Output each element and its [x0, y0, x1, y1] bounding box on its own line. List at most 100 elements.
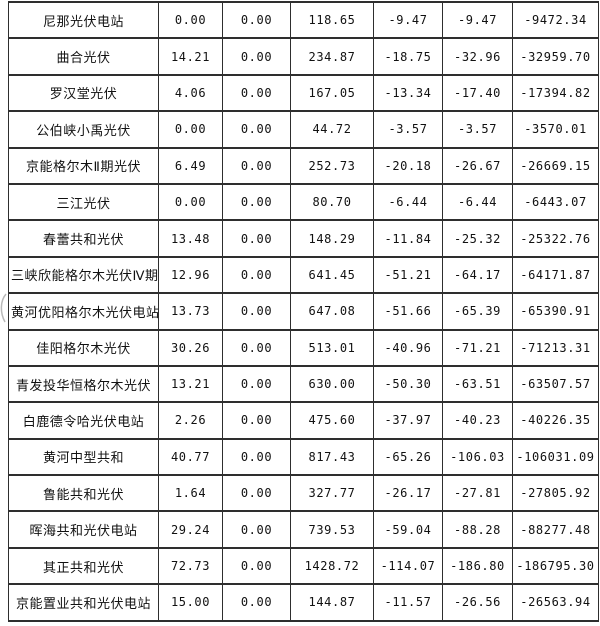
cell-value: 0.00	[222, 583, 291, 622]
cell-value: -106.03	[442, 437, 513, 477]
cell-value: 13.73	[158, 292, 223, 331]
cell-station-name: 其正共和光伏	[8, 546, 159, 586]
cell-value: -13.34	[373, 73, 443, 113]
cell-station-name: 鲁能共和光伏	[8, 474, 159, 513]
cell-value: 0.00	[222, 0, 291, 40]
cell-station-name: 三江光伏	[8, 182, 159, 222]
table-row: 京能格尔木Ⅱ期光伏 6.49 0.00 252.73 -20.18 -26.67 -2666…	[8, 146, 599, 185]
cell-value: 647.08	[290, 292, 374, 331]
table-row: 尼那光伏电站 0.00 0.00 118.65 -9.47 -9.47 -9472.34	[8, 0, 599, 40]
cell-value: -27805.92	[512, 474, 599, 513]
cell-value: -40.23	[442, 401, 513, 440]
cell-value: 44.72	[290, 110, 374, 149]
cell-value: 80.70	[290, 182, 374, 222]
cell-station-name: 黄河中型共和	[8, 437, 159, 477]
cell-value: 14.21	[158, 37, 223, 76]
cell-value: -40.96	[373, 328, 443, 367]
cell-station-name: 京能置业共和光伏电站	[8, 583, 159, 622]
cell-value: -32.96	[442, 37, 513, 76]
cell-station-name: 黄河优阳格尔木光伏电站	[8, 292, 159, 331]
cell-value: -3.57	[373, 110, 443, 149]
table-row: 曲合光伏 14.21 0.00 234.87 -18.75 -32.96 -32959.70	[8, 37, 599, 76]
cell-value: -32959.70	[512, 37, 599, 76]
cell-value: -88277.48	[512, 510, 599, 549]
table-row: 鲁能共和光伏 1.64 0.00 327.77 -26.17 -27.81 -27805.9…	[8, 474, 599, 513]
cell-value: 252.73	[290, 146, 374, 185]
cell-value: 167.05	[290, 73, 374, 113]
cell-value: -88.28	[442, 510, 513, 549]
cell-value: 0.00	[222, 328, 291, 367]
table-row: 佳阳格尔木光伏 30.26 0.00 513.01 -40.96 -71.21 -71213…	[8, 328, 599, 367]
cell-value: 6.49	[158, 146, 223, 185]
cell-value: -37.97	[373, 401, 443, 440]
cell-station-name: 公伯峡小禹光伏	[8, 110, 159, 149]
cell-value: 0.00	[222, 37, 291, 76]
table-row: 晖海共和光伏电站 29.24 0.00 739.53 -59.04 -88.28 -8827…	[8, 510, 599, 549]
cell-value: -26.67	[442, 146, 513, 185]
cell-value: -63507.57	[512, 364, 599, 404]
cell-value: -64171.87	[512, 255, 599, 295]
cell-value: -17.40	[442, 73, 513, 113]
cell-value: -71.21	[442, 328, 513, 367]
cell-value: 513.01	[290, 328, 374, 367]
cell-value: 0.00	[222, 364, 291, 404]
cell-station-name: 白鹿德令哈光伏电站	[8, 401, 159, 440]
cell-station-name: 曲合光伏	[8, 37, 159, 76]
cell-value: 29.24	[158, 510, 223, 549]
cell-station-name: 佳阳格尔木光伏	[8, 328, 159, 367]
table-body: 尼那光伏电站 0.00 0.00 118.65 -9.47 -9.47 -9472.34 曲合…	[8, 0, 599, 622]
table-row: 三江光伏 0.00 0.00 80.70 -6.44 -6.44 -6443.07	[8, 182, 599, 222]
cell-value: -71213.31	[512, 328, 599, 367]
cell-station-name: 尼那光伏电站	[8, 0, 159, 40]
cell-value: 12.96	[158, 255, 223, 295]
table-row: 京能置业共和光伏电站 15.00 0.00 144.87 -11.57 -26.56 -26…	[8, 583, 599, 622]
cell-value: 739.53	[290, 510, 374, 549]
cell-value: -25322.76	[512, 219, 599, 258]
cell-value: 0.00	[222, 73, 291, 113]
cell-station-name: 罗汉堂光伏	[8, 73, 159, 113]
cell-station-name: 京能格尔木Ⅱ期光伏	[8, 146, 159, 185]
cell-value: -26563.94	[512, 583, 599, 622]
cell-value: -9.47	[373, 0, 443, 40]
table-row: 青发投华恒格尔木光伏 13.21 0.00 630.00 -50.30 -63.51 -63…	[8, 364, 599, 404]
table-row: 黄河中型共和 40.77 0.00 817.43 -65.26 -106.03 -10603…	[8, 437, 599, 477]
table-row: 罗汉堂光伏 4.06 0.00 167.05 -13.34 -17.40 -17394.82	[8, 73, 599, 113]
cell-value: -186795.30	[512, 546, 599, 586]
cell-value: 118.65	[290, 0, 374, 40]
cell-value: 72.73	[158, 546, 223, 586]
cell-value: -26.56	[442, 583, 513, 622]
cell-value: -64.17	[442, 255, 513, 295]
cell-value: -26.17	[373, 474, 443, 513]
table-row: 春蕾共和光伏 13.48 0.00 148.29 -11.84 -25.32 -25322.…	[8, 219, 599, 258]
cell-value: -25.32	[442, 219, 513, 258]
cell-value: 234.87	[290, 37, 374, 76]
cell-value: 641.45	[290, 255, 374, 295]
cell-station-name: 三峡欣能格尔木光伏Ⅳ期	[8, 255, 159, 295]
cell-value: 15.00	[158, 583, 223, 622]
cell-value: -6443.07	[512, 182, 599, 222]
table-row: 三峡欣能格尔木光伏Ⅳ期 12.96 0.00 641.45 -51.21 -64.17 -6…	[8, 255, 599, 295]
cell-value: -65.39	[442, 292, 513, 331]
cell-value: -17394.82	[512, 73, 599, 113]
cell-value: 475.60	[290, 401, 374, 440]
cell-value: 13.21	[158, 364, 223, 404]
cell-value: 1.64	[158, 474, 223, 513]
cell-value: -186.80	[442, 546, 513, 586]
cell-station-name: 春蕾共和光伏	[8, 219, 159, 258]
cell-value: 4.06	[158, 73, 223, 113]
cell-value: -26669.15	[512, 146, 599, 185]
scan-artifact	[0, 293, 7, 323]
cell-value: -114.07	[373, 546, 443, 586]
cell-value: -9.47	[442, 0, 513, 40]
cell-value: -20.18	[373, 146, 443, 185]
cell-station-name: 晖海共和光伏电站	[8, 510, 159, 549]
cell-value: -6.44	[442, 182, 513, 222]
cell-value: -6.44	[373, 182, 443, 222]
station-data-table: 尼那光伏电站 0.00 0.00 118.65 -9.47 -9.47 -9472.34 曲合…	[8, 0, 599, 622]
cell-value: 0.00	[222, 437, 291, 477]
cell-value: 0.00	[222, 546, 291, 586]
cell-value: -18.75	[373, 37, 443, 76]
cell-value: 0.00	[222, 474, 291, 513]
cell-value: -65390.91	[512, 292, 599, 331]
